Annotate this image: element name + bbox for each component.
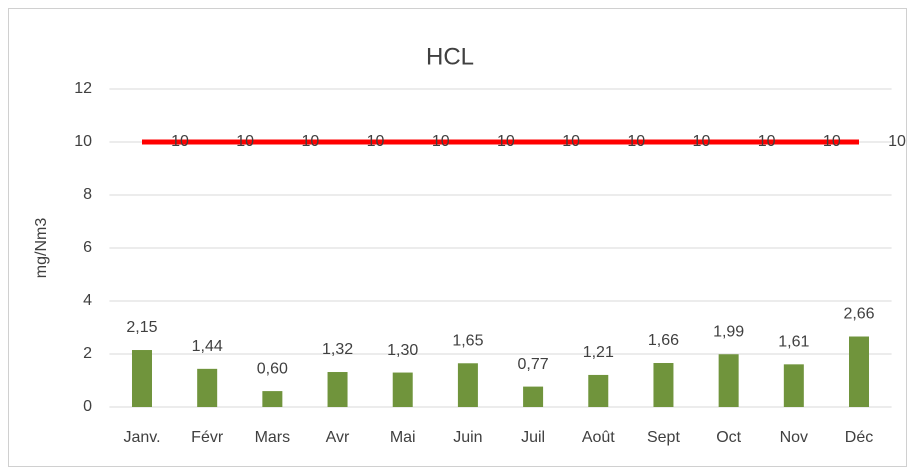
y-axis-label: mg/Nm3 [33, 218, 50, 279]
data-label: 0,77 [518, 356, 549, 373]
y-tick-label: 0 [83, 398, 92, 415]
data-label: 10 [497, 133, 515, 150]
x-tick-label: Déc [845, 429, 873, 446]
bar [718, 354, 739, 407]
x-tick-label: Mai [390, 429, 416, 446]
data-label: 10 [562, 133, 580, 150]
bar [783, 364, 804, 407]
data-label: 10 [823, 133, 841, 150]
data-label: 1,30 [387, 342, 418, 359]
data-label: 10 [888, 133, 906, 150]
data-label: 1,32 [322, 341, 353, 358]
data-label: 10 [758, 133, 776, 150]
bar [457, 363, 478, 407]
x-tick-label: Avr [326, 429, 350, 446]
y-tick-label: 2 [83, 345, 92, 362]
x-tick-label: Févr [191, 429, 224, 446]
x-tick-label: Sept [647, 429, 680, 446]
data-label: 10 [236, 133, 254, 150]
y-tick-label: 4 [83, 292, 92, 309]
bar [392, 372, 413, 407]
y-tick-label: 10 [74, 133, 92, 150]
x-tick-label: Janv. [123, 429, 160, 446]
data-label: 2,15 [126, 319, 157, 336]
bar [523, 386, 544, 407]
data-label: 1,66 [648, 332, 679, 349]
y-tick-label: 6 [83, 239, 92, 256]
data-label: 1,61 [778, 334, 809, 351]
bar [849, 336, 870, 407]
x-tick-label: Juin [453, 429, 482, 446]
bar [197, 368, 218, 407]
data-label: 1,21 [583, 344, 614, 361]
data-label: 10 [171, 133, 189, 150]
data-label: 0,60 [257, 360, 288, 377]
bar [262, 391, 283, 407]
bar [653, 363, 674, 407]
data-label: 10 [693, 133, 711, 150]
x-tick-label: Juil [521, 429, 545, 446]
data-label: 1,99 [713, 323, 744, 340]
bar [131, 350, 152, 407]
data-label: 10 [627, 133, 645, 150]
bar [327, 372, 348, 407]
data-label: 10 [367, 133, 385, 150]
x-tick-label: Mars [255, 429, 291, 446]
x-tick-label: Août [582, 429, 615, 446]
data-label: 1,65 [452, 332, 483, 349]
y-tick-label: 8 [83, 186, 92, 203]
chart-title: HCL [426, 43, 474, 70]
y-tick-label: 12 [74, 80, 92, 97]
data-label: 10 [432, 133, 450, 150]
x-tick-label: Nov [780, 429, 808, 446]
chart-border [8, 8, 907, 467]
data-label: 2,66 [843, 306, 874, 323]
data-label: 1,44 [192, 338, 223, 355]
data-label: 10 [301, 133, 319, 150]
bar [588, 374, 609, 407]
x-tick-label: Oct [716, 429, 741, 446]
